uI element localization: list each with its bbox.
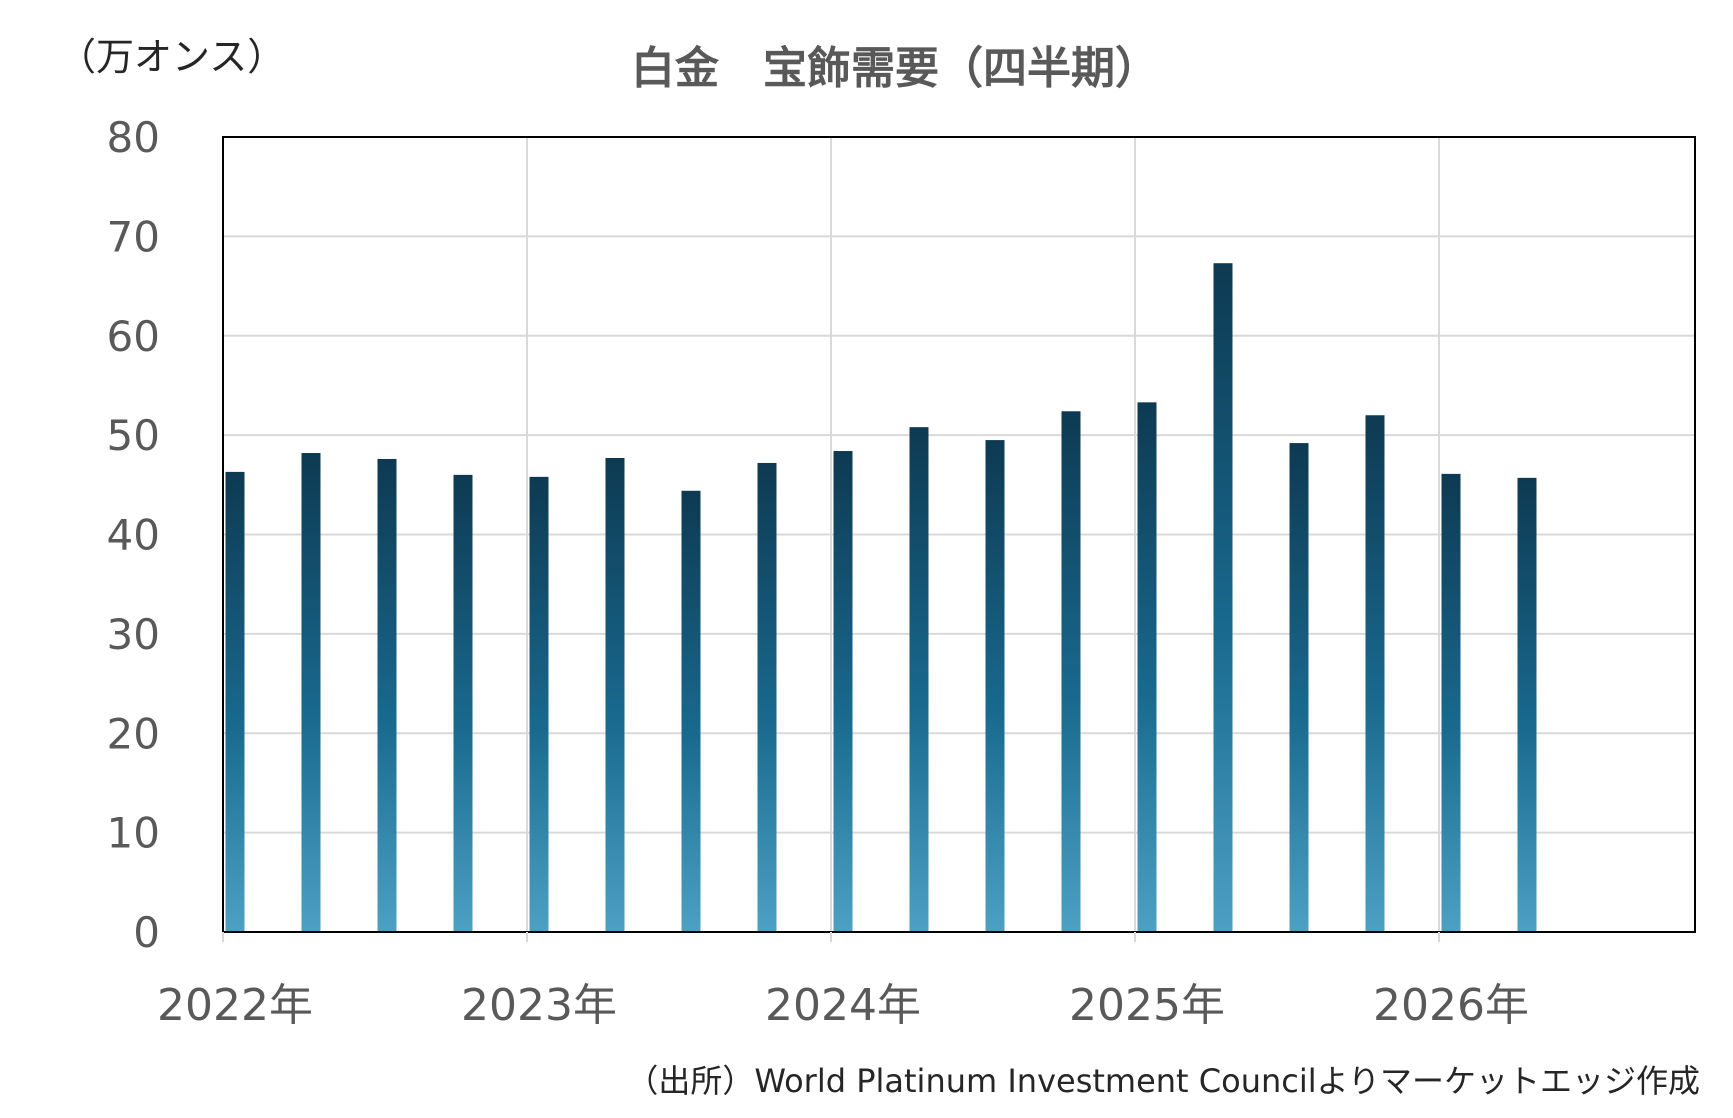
bar-2024Q4 [1061, 411, 1081, 932]
y-tick-label: 20 [107, 709, 160, 758]
bar-2024Q3 [985, 440, 1005, 932]
bar-2023Q2 [605, 457, 625, 932]
plot-area-border [222, 136, 1696, 933]
bar-2025Q1 [1137, 402, 1157, 932]
bar-2022Q2 [301, 453, 321, 932]
y-tick-label: 60 [107, 312, 160, 361]
x-tick-label: 2023年 [461, 980, 617, 1031]
bar-2025Q2 [1213, 263, 1233, 932]
bar-2025Q4 [1365, 415, 1385, 932]
source-note: （出所）World Platinum Investment Councilよりマ… [626, 1062, 1700, 1100]
bar-2026Q2 [1517, 477, 1537, 932]
bar-2024Q2 [909, 427, 929, 932]
bar-2023Q3 [681, 490, 701, 932]
x-tick-label: 2024年 [765, 980, 921, 1031]
y-tick-label: 50 [107, 411, 160, 460]
y-tick-label: 80 [107, 113, 160, 162]
bar-2025Q3 [1289, 443, 1309, 932]
x-tick-label: 2025年 [1069, 980, 1225, 1031]
y-tick-label: 30 [107, 610, 160, 659]
y-tick-label: 10 [107, 809, 160, 858]
chart-title: 白金 宝飾需要（四半期） [631, 43, 1159, 94]
y-tick-label: 70 [107, 212, 160, 261]
bar-2022Q3 [377, 458, 397, 932]
x-axis-ticks: 2022年 2023年 2024年 2025年 2026年 [157, 932, 1529, 1031]
bar-2023Q4 [757, 462, 777, 932]
y-axis-unit-label: （万オンス） [58, 35, 285, 79]
bar-2023Q1 [529, 476, 549, 932]
y-axis-ticks: 0 10 20 30 40 50 60 70 80 [107, 113, 160, 957]
x-tick-label: 2022年 [157, 980, 313, 1031]
x-tick-label: 2026年 [1373, 980, 1529, 1031]
bar-2024Q1 [833, 451, 853, 932]
bar-2026Q1 [1441, 473, 1461, 932]
gridlines [223, 137, 1695, 932]
bar-series [225, 263, 1537, 932]
bar-2022Q1 [225, 471, 245, 932]
y-tick-label: 40 [107, 511, 160, 560]
bar-2022Q4 [453, 474, 473, 932]
y-tick-label: 0 [133, 908, 160, 957]
